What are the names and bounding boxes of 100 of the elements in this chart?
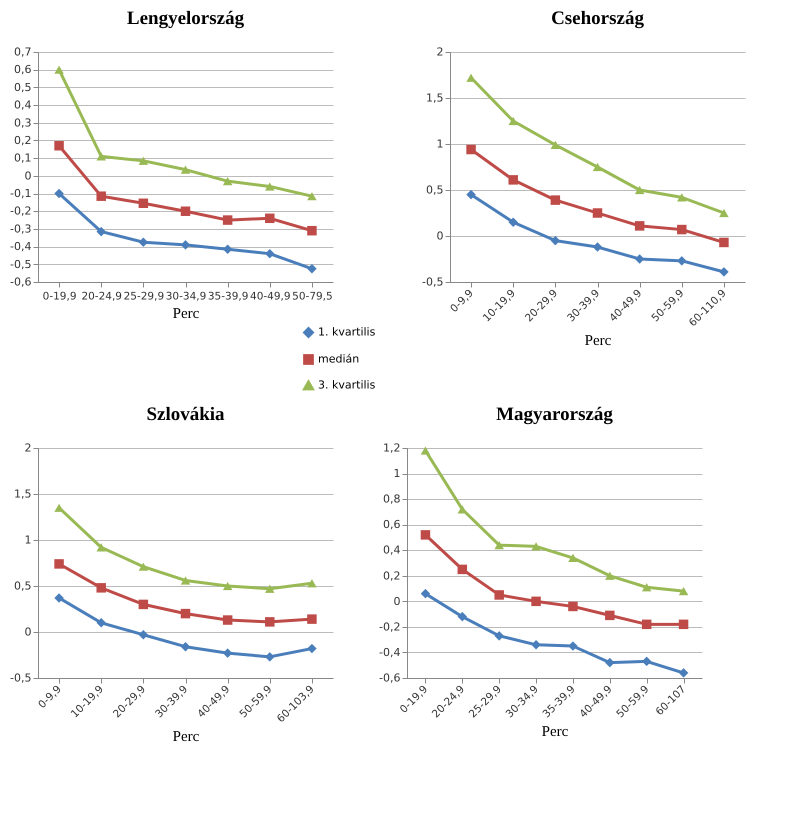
point (96, 226, 106, 236)
point (494, 590, 504, 600)
point (265, 214, 275, 224)
point (719, 238, 729, 248)
x-axis-title: Perc (542, 724, 569, 740)
point (678, 620, 688, 630)
point (677, 193, 687, 202)
chart-title: Lengyelország (126, 8, 245, 29)
point (508, 116, 518, 126)
point (265, 617, 275, 627)
point (222, 215, 232, 225)
y-tick-label: 0,4 (383, 544, 400, 557)
legend-label: medián (318, 352, 360, 366)
point (642, 620, 652, 630)
point (508, 217, 518, 227)
point (222, 244, 232, 254)
point (420, 588, 430, 598)
point (180, 166, 190, 174)
chart-title: Csehország (551, 8, 644, 29)
point (222, 177, 232, 186)
point (96, 152, 106, 160)
point (265, 584, 275, 593)
chart-title: Szlovákia (146, 404, 226, 425)
point (531, 640, 541, 650)
point (222, 582, 232, 590)
chart-title: Magyarország (496, 404, 614, 425)
y-tick-label: -0,5 (10, 258, 32, 271)
point (592, 208, 602, 218)
point (592, 242, 602, 252)
y-tick-label: -0,2 (10, 204, 32, 218)
point (265, 182, 275, 191)
y-tick-label: 1,2 (383, 442, 400, 454)
y-tick-label: -0,5 (422, 276, 444, 288)
point (265, 652, 275, 662)
point (222, 648, 232, 658)
point (719, 208, 729, 218)
point (458, 564, 468, 574)
x-axis-title: Perc (172, 728, 200, 745)
point (550, 195, 560, 205)
y-tick-label: 0,8 (383, 492, 400, 506)
x-tick-label: 30-34,9 (166, 290, 206, 302)
point (180, 608, 190, 618)
y-tick-label: -0,6 (10, 276, 32, 288)
point (54, 66, 64, 74)
point (180, 576, 190, 585)
point (494, 541, 504, 550)
point (568, 602, 578, 612)
y-tick-label: 0,3 (14, 116, 32, 130)
point (307, 579, 317, 588)
point (508, 175, 518, 185)
point (568, 554, 578, 562)
y-tick-label: 0,7 (14, 46, 32, 58)
y-tick-label: -0,4 (10, 240, 32, 254)
y-tick-label: 0,4 (14, 98, 32, 112)
point (642, 656, 652, 666)
point (466, 144, 476, 154)
point (138, 600, 148, 610)
y-tick-label: -0,4 (379, 646, 400, 659)
point (605, 658, 615, 668)
point (634, 186, 644, 194)
legend-label: 1. kvartilis (318, 326, 376, 338)
x-axis-title: Perc (584, 332, 612, 349)
point (642, 583, 652, 592)
point (605, 610, 615, 620)
point (180, 206, 190, 216)
point (550, 236, 560, 246)
point (466, 74, 476, 82)
y-tick-label: -0,2 (379, 620, 400, 634)
y-tick-label: 0,2 (14, 134, 32, 147)
y-tick-label: 0,6 (383, 518, 400, 532)
point (307, 226, 317, 236)
y-tick-label: 1,5 (426, 92, 444, 104)
y-tick-label: -0,6 (379, 672, 400, 684)
x-tick-label: 35-39,9 (208, 290, 248, 302)
point (634, 254, 644, 264)
point (677, 256, 687, 266)
y-tick-label: -0,5 (10, 672, 32, 684)
y-tick-label: 2 (436, 46, 444, 58)
point (54, 188, 64, 198)
point (605, 572, 615, 580)
point (634, 221, 644, 231)
x-tick-label: 20-24,9 (81, 290, 122, 302)
x-axis-title: Perc (172, 306, 200, 322)
point (494, 631, 504, 641)
y-tick-label: 1 (394, 467, 400, 480)
point (719, 267, 729, 277)
y-tick-label: 0 (24, 626, 32, 638)
y-tick-label: 1 (24, 534, 32, 546)
point (550, 140, 560, 150)
y-tick-label: 0 (394, 594, 400, 608)
point (307, 264, 317, 274)
y-tick-label: 2 (24, 442, 32, 454)
point (592, 162, 602, 172)
point (420, 530, 430, 540)
point (307, 192, 317, 200)
y-tick-label: 0 (24, 169, 32, 182)
point (307, 644, 317, 654)
point (138, 630, 148, 640)
point (96, 191, 106, 201)
point (458, 612, 468, 622)
